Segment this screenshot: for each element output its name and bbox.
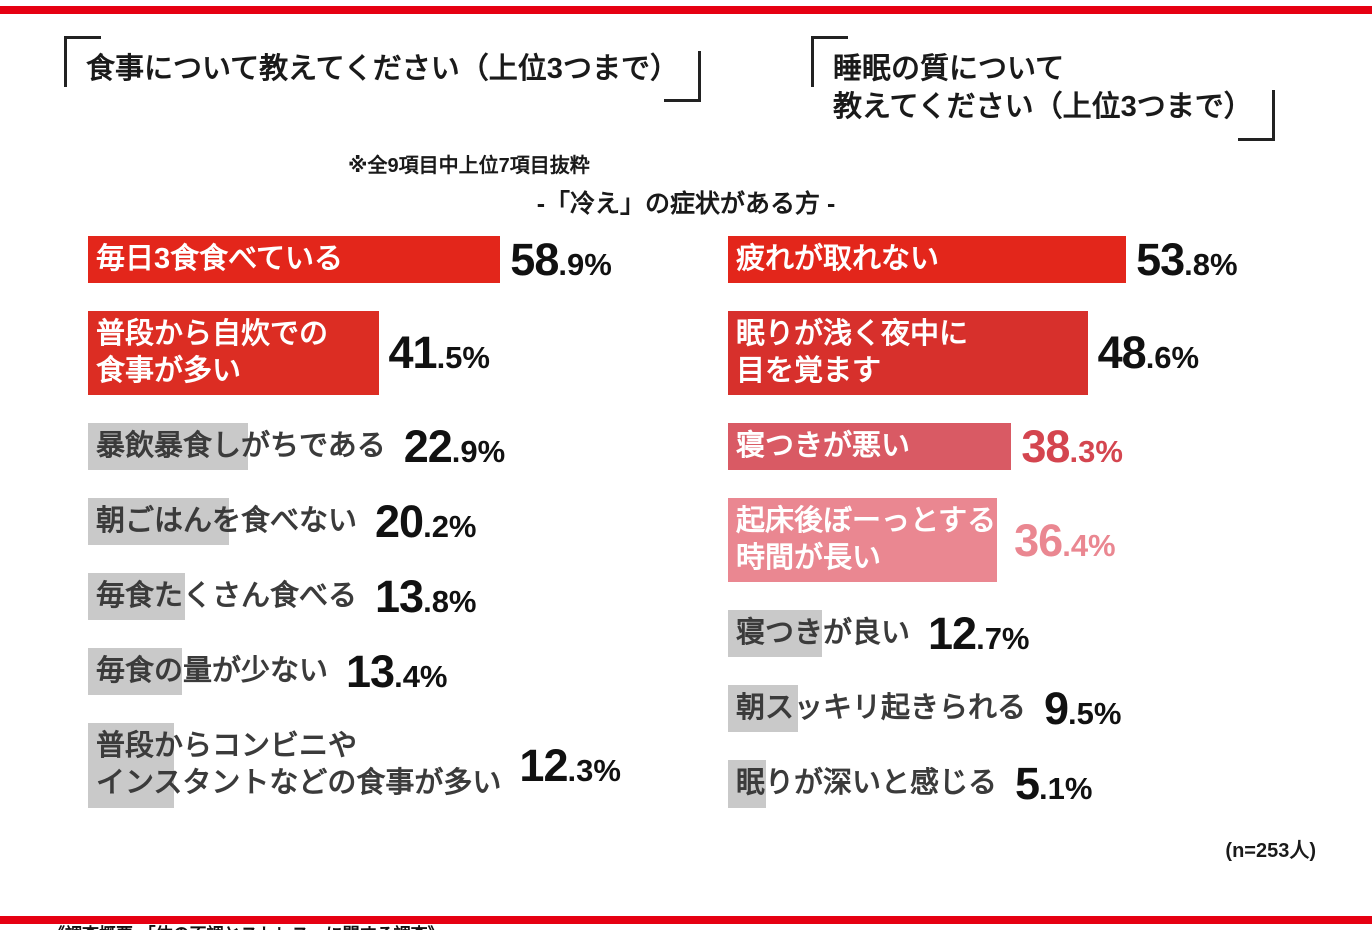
- extract-note: ※全9項目中上位7項目抜粋: [348, 154, 590, 177]
- meal-chart-title: 食事について教えてください（上位3つまで）: [64, 35, 701, 103]
- bar-label: 眠りが深いと感じる: [736, 767, 998, 800]
- bar: [728, 422, 1012, 470]
- bar-value: 58.9%: [510, 233, 612, 285]
- bar-label: 毎食の量が少ない: [96, 655, 329, 688]
- bar: [88, 723, 175, 808]
- bar-value: 13.8%: [375, 571, 477, 623]
- bar-value: 13.4%: [346, 646, 448, 698]
- bar: [88, 310, 379, 395]
- bar: [88, 573, 185, 621]
- bar-label: 起床後ぼーっとする 時間が長い: [736, 504, 997, 575]
- bar-row: 普段からコンビニや インスタントなどの食事が多い 12.3%: [88, 723, 668, 808]
- bar-row: 寝つきが悪い 38.3%: [728, 420, 1308, 472]
- bar-row: 普段から自炊での 食事が多い 41.5%: [88, 310, 668, 395]
- bar-label: 寝つきが悪い: [736, 429, 911, 462]
- bar-label: 普段からコンビニや インスタントなどの食事が多い: [96, 730, 502, 800]
- bar-value: 12.3%: [519, 739, 621, 791]
- sleep-chart-title-text: 睡眠の質について 教えてください（上位3つまで）: [832, 53, 1253, 124]
- bar-label: 毎食たくさん食べる: [96, 580, 358, 613]
- bar-row: 眠りが深いと感じる 5.1%: [728, 758, 1308, 810]
- bar-value: 12.7%: [928, 608, 1030, 660]
- bar-label: 疲れが取れない: [736, 242, 940, 275]
- bar-row: 毎食たくさん食べる 13.8%: [88, 571, 668, 623]
- bar-label: 毎日3食食べている: [96, 242, 343, 275]
- bar-value: 36.4%: [1014, 514, 1116, 566]
- bar: [88, 497, 230, 546]
- bar-row: 毎食の量が少ない 13.4%: [88, 646, 668, 698]
- bar: [88, 235, 501, 283]
- bar-label: 朝スッキリ起きられる: [736, 692, 1027, 725]
- bar-value: 41.5%: [388, 327, 490, 379]
- bar: [728, 610, 822, 658]
- bar-label: 朝ごはんを食べない: [96, 504, 358, 537]
- bar: [728, 760, 766, 808]
- survey-overview: 《調査概要:「体の不調とストレス」に関する調査》 ・調査期間:2022年9月27…: [48, 871, 969, 930]
- bar-value: 5.1%: [1015, 758, 1093, 810]
- bar-row: 毎日3食食べている 58.9%: [88, 233, 668, 285]
- bar-row: 起床後ぼーっとする 時間が長い 36.4%: [728, 497, 1308, 583]
- top-red-rule: [0, 6, 1372, 14]
- bar-label: 暴飲暴食しがちである: [96, 429, 386, 462]
- bar-row: 暴飲暴食しがちである 22.9%: [88, 420, 668, 472]
- bar: [88, 422, 249, 470]
- bar: [728, 310, 1088, 395]
- footer-line: 《調査概要:「体の不調とストレス」に関する調査》: [48, 922, 969, 930]
- bar-label: 眠りが浅く夜中に 目を覚ます: [736, 317, 969, 387]
- sample-size-note: (n=253人): [1225, 839, 1316, 862]
- bar: [728, 497, 998, 583]
- chart-headers: 食事について教えてください（上位3つまで） 睡眠の質について 教えてください（上…: [0, 14, 1372, 141]
- chart-columns: 毎日3食食べている 58.9% 普段から自炊での 食事が多い 41.5% 暴飲暴…: [0, 220, 1372, 836]
- bar-row: 朝スッキリ起きられる 9.5%: [728, 683, 1308, 735]
- meal-chart: 毎日3食食べている 58.9% 普段から自炊での 食事が多い 41.5% 暴飲暴…: [88, 233, 668, 836]
- sleep-chart-title: 睡眠の質について 教えてください（上位3つまで）: [810, 36, 1275, 141]
- footer: 《調査概要:「体の不調とストレス」に関する調査》 ・調査期間:2022年9月27…: [0, 863, 1372, 930]
- bar-value: 53.8%: [1136, 233, 1238, 285]
- bar: [88, 648, 182, 696]
- bar-label: 普段から自炊での 食事が多い: [96, 317, 329, 387]
- bottom-red-rule: [0, 916, 1372, 924]
- bar: [728, 235, 1127, 283]
- bar-value: 20.2%: [375, 496, 477, 548]
- bar-value: 22.9%: [403, 420, 506, 472]
- bar-row: 寝つきが良い 12.7%: [728, 608, 1308, 660]
- sleep-chart: 疲れが取れない 53.8% 眠りが浅く夜中に 目を覚ます 48.6% 寝つきが悪…: [728, 233, 1308, 836]
- bar-value: 48.6%: [1097, 327, 1200, 379]
- bar: [728, 685, 799, 733]
- bar-label: 寝つきが良い: [736, 617, 911, 650]
- bar-row: 朝ごはんを食べない 20.2%: [88, 496, 668, 548]
- bar-value: 38.3%: [1021, 420, 1123, 472]
- cold-symptom-subtitle: -「冷え」の症状がある方 -: [536, 189, 836, 218]
- bar-row: 疲れが取れない 53.8%: [728, 233, 1308, 285]
- meal-chart-title-text: 食事について教えてください（上位3つまで）: [86, 53, 679, 85]
- bar-value: 9.5%: [1044, 683, 1122, 735]
- bar-row: 眠りが浅く夜中に 目を覚ます 48.6%: [728, 310, 1308, 395]
